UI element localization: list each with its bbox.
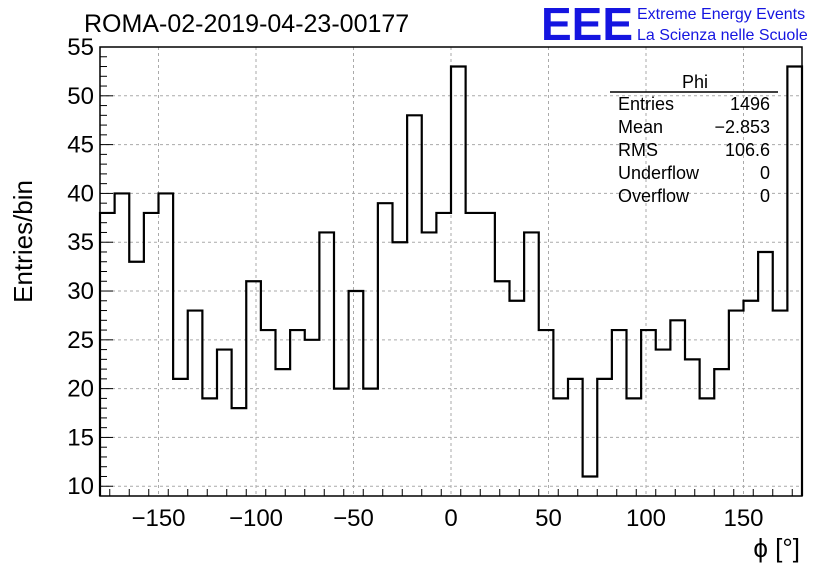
y-tick-label: 30 [67,278,94,305]
histogram-bin [349,291,364,496]
histogram-bin [670,320,685,496]
histogram-bin [773,311,788,496]
stats-label: Underflow [618,163,700,183]
histogram-bin [202,398,217,496]
histogram-bin [612,330,627,496]
stats-box: Phi Entries 1496 Mean −2.853 RMS 106.6 Underfl… [610,72,778,206]
logo-line-2: La Scienza nelle Scuole [637,27,808,44]
histogram-bin [129,262,144,496]
x-tick-label: 0 [444,505,457,532]
histogram-bin [539,330,554,496]
histogram-bin [173,379,188,496]
histogram-outline [98,65,804,496]
stats-value: 0 [760,186,770,206]
histogram-bin [714,369,729,496]
histogram-bin [436,213,451,496]
x-tick-label: −50 [333,505,374,532]
stats-label: Entries [618,94,674,114]
eee-logo: EEE Extreme Energy Events La Scienza nel… [541,0,808,50]
histogram-bin [524,232,539,496]
histogram-bin [685,359,700,496]
stats-label: Overflow [618,186,690,206]
y-tick-label: 10 [67,473,94,500]
histogram-bin [451,67,466,496]
histogram-bin [729,311,744,496]
y-axis: 10 15 20 25 30 35 40 45 50 55 [67,34,113,500]
histogram-bin [276,369,291,496]
histogram-bin [495,281,510,496]
histogram-bin [510,301,525,496]
histogram-bin [597,379,612,496]
y-tick-label: 40 [67,180,94,207]
histogram-bin [188,311,203,496]
histogram-bin [744,301,759,496]
y-tick-label: 25 [67,327,94,354]
stats-label: RMS [618,140,658,160]
histogram-bin [641,330,656,496]
y-tick-label: 50 [67,83,94,110]
x-tick-label: −150 [131,505,185,532]
y-tick-label: 45 [67,132,94,159]
histogram-bin [290,330,305,496]
histogram-bin [568,379,583,496]
stats-value: 1496 [730,94,770,114]
histogram-bin [627,398,642,496]
histogram-bin [393,242,408,496]
y-tick-label: 20 [67,376,94,403]
logo-mark: EEE [541,0,633,50]
histogram-bin [159,193,174,496]
histogram-bin [407,115,422,496]
y-tick-label: 35 [67,229,94,256]
x-axis-label: ϕ [°] [753,533,800,563]
chart-title: ROMA-02-2019-04-23-00177 [84,10,409,38]
histogram-bin [115,193,130,496]
histogram-bin [758,252,773,496]
stats-rows: Entries 1496 Mean −2.853 RMS 106.6 Underflow 0 O… [618,94,770,206]
histogram-bin [656,350,671,496]
histogram-bin [787,67,802,496]
histogram-bin [553,398,568,496]
histogram-bin [700,398,715,496]
histogram-bin [100,213,115,496]
histogram-bin [144,213,159,496]
y-tick-label: 55 [67,34,94,61]
histogram-bin [246,281,261,496]
x-tick-label: 150 [723,505,763,532]
histogram-bin [334,389,349,496]
histogram-bin [217,350,232,496]
histogram-bin [363,389,378,496]
x-tick-label: 50 [535,505,562,532]
histogram-bin [319,232,334,496]
histogram-bin [422,232,437,496]
logo-line-1: Extreme Energy Events [637,6,805,23]
histogram-bars [98,65,804,496]
histogram-bin [466,213,481,496]
y-axis-label: Entries/bin [8,180,38,303]
x-axis: −150 −100 −50 0 50 100 150 [109,489,793,532]
y-tick-label: 15 [67,424,94,451]
stats-value: 106.6 [725,140,770,160]
stats-value: −2.853 [714,117,770,137]
histogram-bin [480,213,495,496]
x-tick-label: −100 [229,505,283,532]
histogram-bin [232,408,247,496]
histogram-bin [305,340,320,496]
histogram-bin [583,476,598,496]
stats-label: Mean [618,117,663,137]
stats-value: 0 [760,163,770,183]
histogram-bin [378,203,393,496]
stats-box-title: Phi [682,72,708,92]
histogram-bin [261,330,276,496]
x-tick-label: 100 [626,505,666,532]
